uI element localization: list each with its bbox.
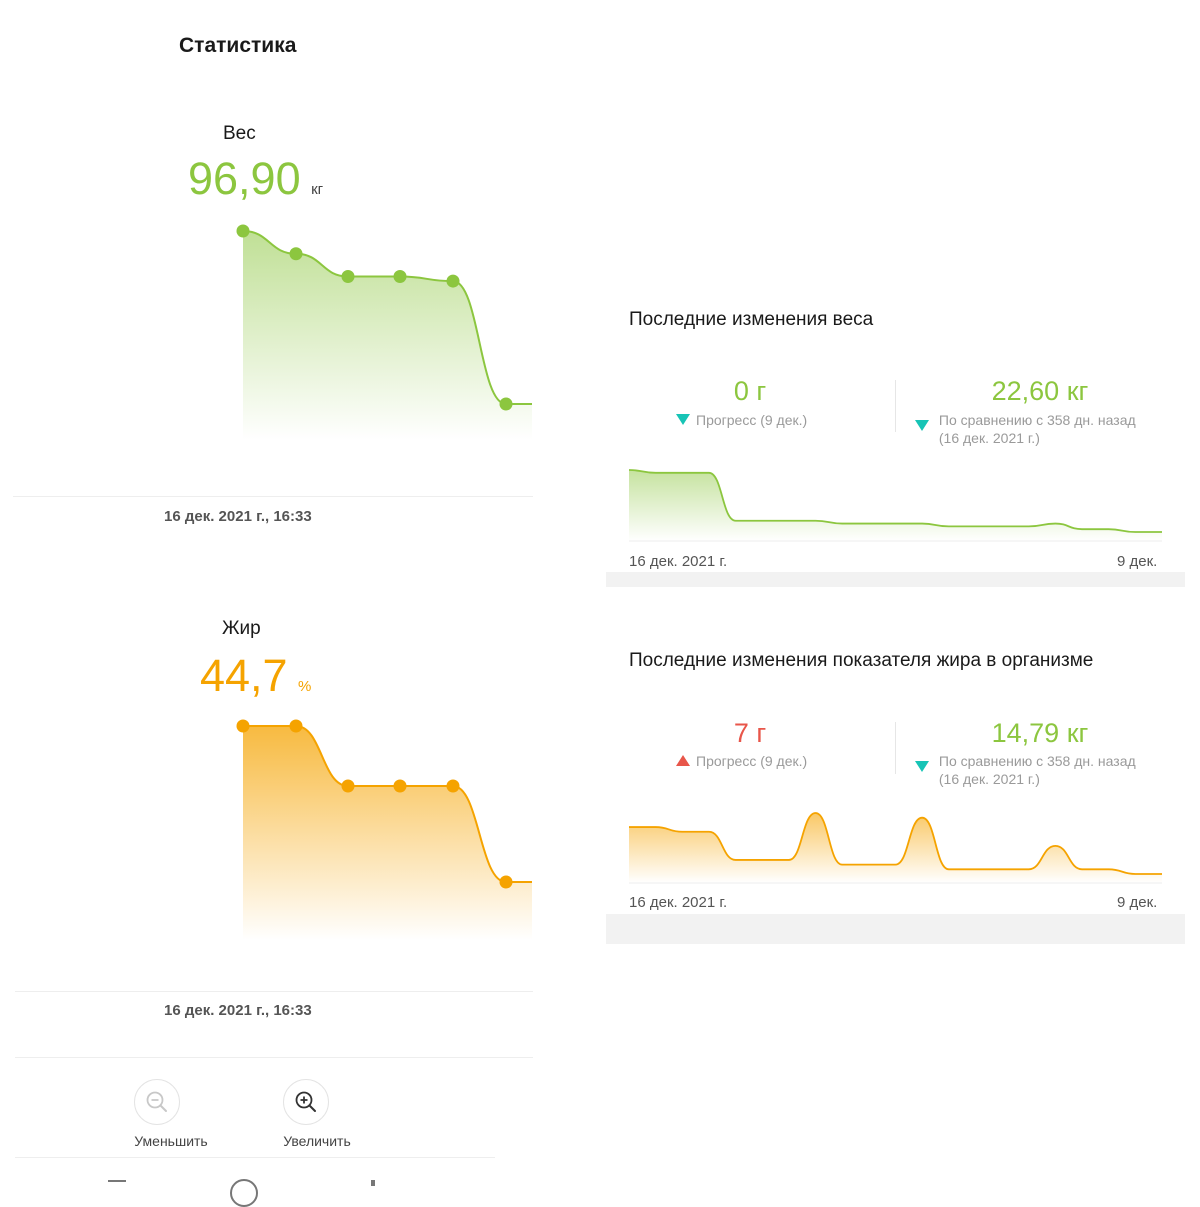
fat-trend-area xyxy=(629,813,1162,883)
fat-chart[interactable] xyxy=(0,0,600,1000)
weight-point-3[interactable] xyxy=(341,270,355,284)
weight-point-4[interactable] xyxy=(393,270,407,284)
fat-trend-start: 16 дек. 2021 г. xyxy=(629,894,728,911)
page-title: Статистика xyxy=(179,34,297,57)
zoom-out-label: Уменьшить xyxy=(134,1133,208,1149)
down-triangle-icon xyxy=(915,420,929,431)
zoom-out-icon xyxy=(146,1091,167,1112)
weight-label: Вес xyxy=(223,123,256,144)
weight-trend-area xyxy=(629,470,1162,541)
weight-point-5[interactable] xyxy=(446,274,460,288)
fat-point-3[interactable] xyxy=(341,779,355,793)
down-triangle-icon xyxy=(676,414,690,425)
nav-bar-icon[interactable] xyxy=(371,1180,375,1186)
weight-point-2[interactable] xyxy=(289,247,303,261)
weight-chart[interactable] xyxy=(0,0,600,500)
weight-point-1[interactable] xyxy=(236,224,250,238)
weight-value: 96,90 xyxy=(188,153,301,204)
fat-changes-title: Последние изменения показателя жира в ор… xyxy=(629,650,1094,671)
fat-point-4[interactable] xyxy=(393,779,407,793)
fat-point-6[interactable] xyxy=(499,875,513,889)
weight-progress-value: 0 г xyxy=(733,376,767,406)
weight-stat-separator xyxy=(895,380,896,432)
card-separator xyxy=(606,572,1185,587)
zoom-in-label: Увеличить xyxy=(283,1133,351,1149)
fat-trend-end: 9 дек. xyxy=(1117,894,1158,911)
weight-divider xyxy=(13,496,533,497)
down-triangle-icon xyxy=(915,761,929,772)
weight-changes-title: Последние изменения веса xyxy=(629,309,874,330)
weight-compare-value: 22,60 кг xyxy=(991,376,1089,406)
weight-trend-end: 9 дек. xyxy=(1117,553,1158,570)
weight-point-6[interactable] xyxy=(499,397,513,411)
fat-date: 16 дек. 2021 г., 16:33 xyxy=(164,1002,312,1019)
weight-trend-chart[interactable] xyxy=(0,0,1200,600)
weight-compare-desc-1: По сравнению с 358 дн. назад xyxy=(938,412,1136,428)
fat-compare-desc-1: По сравнению с 358 дн. назад xyxy=(938,753,1136,769)
fat-progress: Прогресс (9 дек.) xyxy=(676,752,807,770)
weight-chart-area xyxy=(243,231,532,440)
fat-progress-value: 7 г xyxy=(733,718,767,748)
fat-chart-area xyxy=(243,726,532,940)
fat-compare-desc-2: (16 дек. 2021 г.) xyxy=(938,771,1040,787)
weight-progress: Прогресс (9 дек.) xyxy=(676,411,807,429)
zoom-in-button[interactable] xyxy=(283,1079,329,1125)
weight-trend-start: 16 дек. 2021 г. xyxy=(629,553,728,570)
fat-point-1[interactable] xyxy=(236,719,250,733)
fat-unit: % xyxy=(298,678,312,695)
fat-divider xyxy=(15,991,533,992)
weight-compare: По сравнению с 358 дн. назад (16 дек. 20… xyxy=(915,411,1136,447)
fat-label: Жир xyxy=(222,618,261,639)
fat-compare-value: 14,79 кг xyxy=(991,718,1089,748)
bottom-divider xyxy=(15,1157,495,1158)
zoom-out-button[interactable] xyxy=(134,1079,180,1125)
weight-progress-desc: Прогресс (9 дек.) xyxy=(696,412,808,428)
fat-compare: По сравнению с 358 дн. назад (16 дек. 20… xyxy=(915,752,1136,788)
weight-trend-line xyxy=(628,469,1162,533)
fat-trend-chart[interactable] xyxy=(0,0,1200,950)
weight-unit: кг xyxy=(311,181,324,198)
weight-compare-desc-2: (16 дек. 2021 г.) xyxy=(938,430,1040,446)
weight-date: 16 дек. 2021 г., 16:33 xyxy=(164,508,312,525)
fat-value-row: 44,7 % xyxy=(200,653,311,698)
zoom-divider xyxy=(15,1057,533,1058)
fat-point-2[interactable] xyxy=(289,719,303,733)
fat-stat-separator xyxy=(895,722,896,774)
zoom-in-icon xyxy=(295,1091,316,1112)
fat-point-5[interactable] xyxy=(446,779,460,793)
fat-progress-desc: Прогресс (9 дек.) xyxy=(696,753,808,769)
nav-target-icon[interactable] xyxy=(230,1179,258,1207)
card-separator-bottom xyxy=(606,914,1185,944)
fat-value: 44,7 xyxy=(200,650,288,701)
nav-list-icon[interactable] xyxy=(108,1180,126,1182)
weight-value-row: 96,90 кг xyxy=(188,156,323,201)
fat-trend-line xyxy=(629,812,1162,875)
up-triangle-icon xyxy=(676,755,690,766)
